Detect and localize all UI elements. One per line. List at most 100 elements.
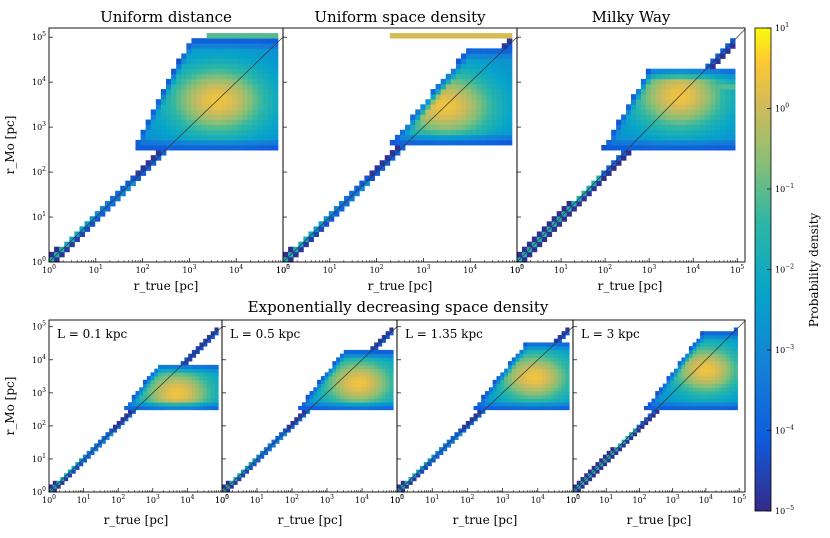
- heatmap-cell: [715, 338, 720, 343]
- heatmap-cell: [227, 99, 233, 105]
- heatmap-cell: [496, 68, 503, 75]
- heatmap-cell: [242, 104, 248, 110]
- heatmap-cell: [507, 364, 513, 370]
- heatmap-cell: [199, 342, 204, 347]
- heatmap-cell: [707, 342, 712, 347]
- heatmap-cell: [195, 383, 200, 388]
- heatmap-cell: [692, 346, 697, 351]
- heatmap-cell: [227, 63, 233, 70]
- heatmap-cell: [161, 402, 166, 407]
- heatmap-cell: [358, 349, 364, 355]
- heatmap-cell: [720, 129, 726, 136]
- heatmap-cell: [180, 406, 185, 411]
- heatmap-cell: [695, 68, 701, 75]
- heatmap-cell: [257, 68, 264, 75]
- heatmap-cell: [211, 83, 218, 90]
- heatmap-cell: [445, 114, 452, 120]
- heatmap-cell: [685, 357, 690, 362]
- heatmap-cell: [324, 387, 329, 392]
- heatmap-cell: [650, 114, 657, 120]
- heatmap-cell: [536, 231, 543, 237]
- heatmap-cell: [435, 139, 442, 146]
- heatmap-cell: [158, 364, 163, 370]
- heatmap-cell: [561, 387, 566, 392]
- heatmap-cell: [257, 94, 264, 100]
- heatmap-cell: [685, 379, 690, 384]
- heatmap-cell: [659, 394, 664, 399]
- heatmap-cell: [347, 391, 352, 396]
- heatmap-cell: [523, 368, 528, 373]
- colorbar-tick-label: 10−4: [775, 425, 794, 436]
- heatmap-cell: [506, 43, 513, 49]
- heatmap-cell: [673, 376, 679, 381]
- heatmap-cell: [722, 402, 727, 407]
- heatmap-cell: [496, 391, 501, 396]
- heatmap-cell: [718, 379, 723, 384]
- heatmap-cell: [328, 406, 333, 411]
- heatmap-cell: [730, 394, 735, 399]
- heatmap-cell: [703, 361, 709, 366]
- heatmap-cell: [140, 139, 147, 146]
- heatmap-cell: [685, 109, 691, 115]
- heatmap-cell: [685, 94, 691, 100]
- heatmap-cell: [338, 200, 345, 207]
- heatmap-cell: [511, 383, 517, 388]
- heatmap-cell: [221, 78, 228, 85]
- heatmap-cell: [711, 361, 716, 366]
- heatmap-cell: [650, 145, 657, 151]
- heatmap-cell: [366, 379, 371, 384]
- heatmap-cell: [131, 402, 136, 407]
- heatmap-cell: [313, 231, 320, 237]
- heatmap-cell: [730, 368, 735, 373]
- heatmap-cell: [59, 251, 65, 258]
- heatmap-cell: [303, 236, 309, 243]
- y-tick-label: 101: [32, 211, 46, 222]
- heatmap-cell: [210, 368, 215, 373]
- y-axis-label: r_Mo [pc]: [3, 377, 17, 436]
- x-tick-label: 102: [111, 494, 125, 505]
- heatmap-cell: [377, 387, 383, 392]
- heatmap-cell: [707, 398, 712, 403]
- x-tick-label: 105: [510, 264, 524, 275]
- heatmap-cell: [576, 488, 581, 493]
- heatmap-cell: [323, 216, 330, 222]
- heatmap-cell: [385, 406, 390, 411]
- heatmap-cell: [523, 383, 528, 388]
- heatmap-cell: [237, 134, 243, 141]
- heatmap-cell: [324, 398, 329, 403]
- heatmap-cell: [715, 129, 721, 136]
- heatmap-cell: [332, 379, 337, 384]
- heatmap-cell: [711, 331, 716, 336]
- heatmap-cell: [530, 387, 536, 392]
- heatmap-cell: [673, 368, 679, 373]
- heatmap-cell: [602, 462, 608, 467]
- panel-annotation: L = 0.5 kpc: [230, 327, 301, 341]
- heatmap-cell: [557, 406, 562, 411]
- heatmap-cell: [523, 379, 528, 384]
- heatmap-cell: [688, 402, 694, 407]
- heatmap-cell: [565, 387, 570, 392]
- heatmap-cell: [262, 114, 269, 120]
- heatmap-cell: [550, 372, 555, 377]
- heatmap-cell: [553, 372, 559, 377]
- heatmap-cell: [700, 338, 705, 343]
- heatmap-cell: [471, 129, 477, 136]
- heatmap-cell: [374, 346, 379, 351]
- heatmap-cell: [726, 349, 731, 355]
- heatmap-cell: [707, 338, 712, 343]
- heatmap-cell: [523, 349, 528, 355]
- heatmap-cell: [155, 114, 162, 120]
- heatmap-cell: [140, 145, 147, 151]
- heatmap-cell: [644, 406, 649, 411]
- heatmap-cell: [680, 94, 686, 100]
- heatmap-cell: [531, 236, 538, 243]
- heatmap-cell: [184, 394, 189, 399]
- heatmap-cell: [481, 119, 487, 126]
- heatmap-cell: [423, 462, 429, 467]
- heatmap-cell: [257, 109, 264, 115]
- heatmap-cell: [232, 109, 238, 115]
- heatmap-cell: [171, 129, 177, 136]
- heatmap-cell: [131, 398, 136, 403]
- heatmap-cell: [534, 406, 539, 411]
- heatmap-cell: [488, 387, 494, 392]
